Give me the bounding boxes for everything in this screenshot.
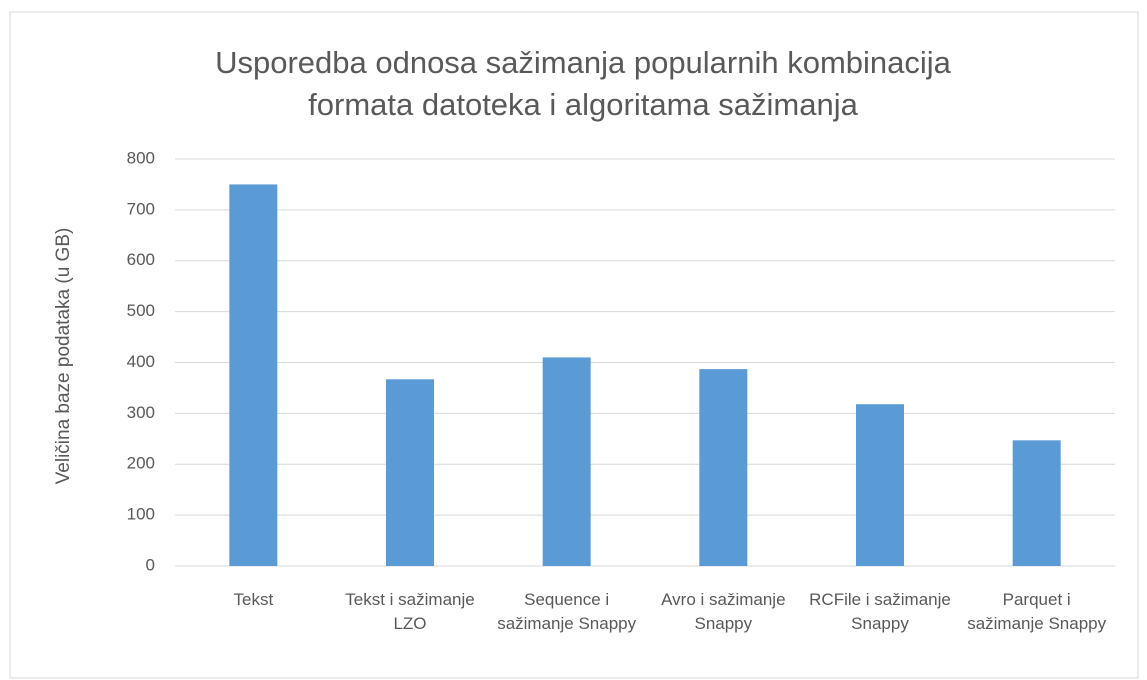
y-tick-label: 800 [127, 148, 155, 167]
bar [699, 369, 748, 566]
chart-border [9, 11, 1139, 679]
y-tick-label: 700 [127, 199, 155, 218]
bar [229, 184, 278, 566]
bar [542, 357, 591, 566]
x-tick-label: Tekst i sažimanje LZO [345, 590, 475, 633]
y-tick-label: 400 [127, 352, 155, 371]
bar [386, 379, 434, 566]
y-tick-label: 200 [127, 454, 155, 473]
x-tick-label: Sequence i sažimanje Snappy [497, 590, 637, 633]
x-tick-label: Parquet i sažimanje Snappy [967, 590, 1107, 633]
y-tick-label: 600 [127, 250, 155, 269]
y-tick-label: 500 [127, 301, 155, 320]
x-tick-label: Tekst [233, 590, 274, 609]
y-tick-label: 100 [127, 505, 155, 524]
y-tick-label: 0 [146, 555, 155, 574]
y-tick-label: 300 [127, 403, 155, 422]
bar [1012, 440, 1061, 566]
x-tick-label: Avro i sažimanje Snappy [661, 590, 786, 633]
y-axis-label: Veličina baze podataka (u GB) [53, 227, 74, 485]
chart-title: Usporedba odnosa sažimanja popularnih ko… [215, 45, 951, 122]
bar [856, 404, 904, 566]
x-tick-label: RCFile i sažimanje Snappy [809, 590, 951, 633]
